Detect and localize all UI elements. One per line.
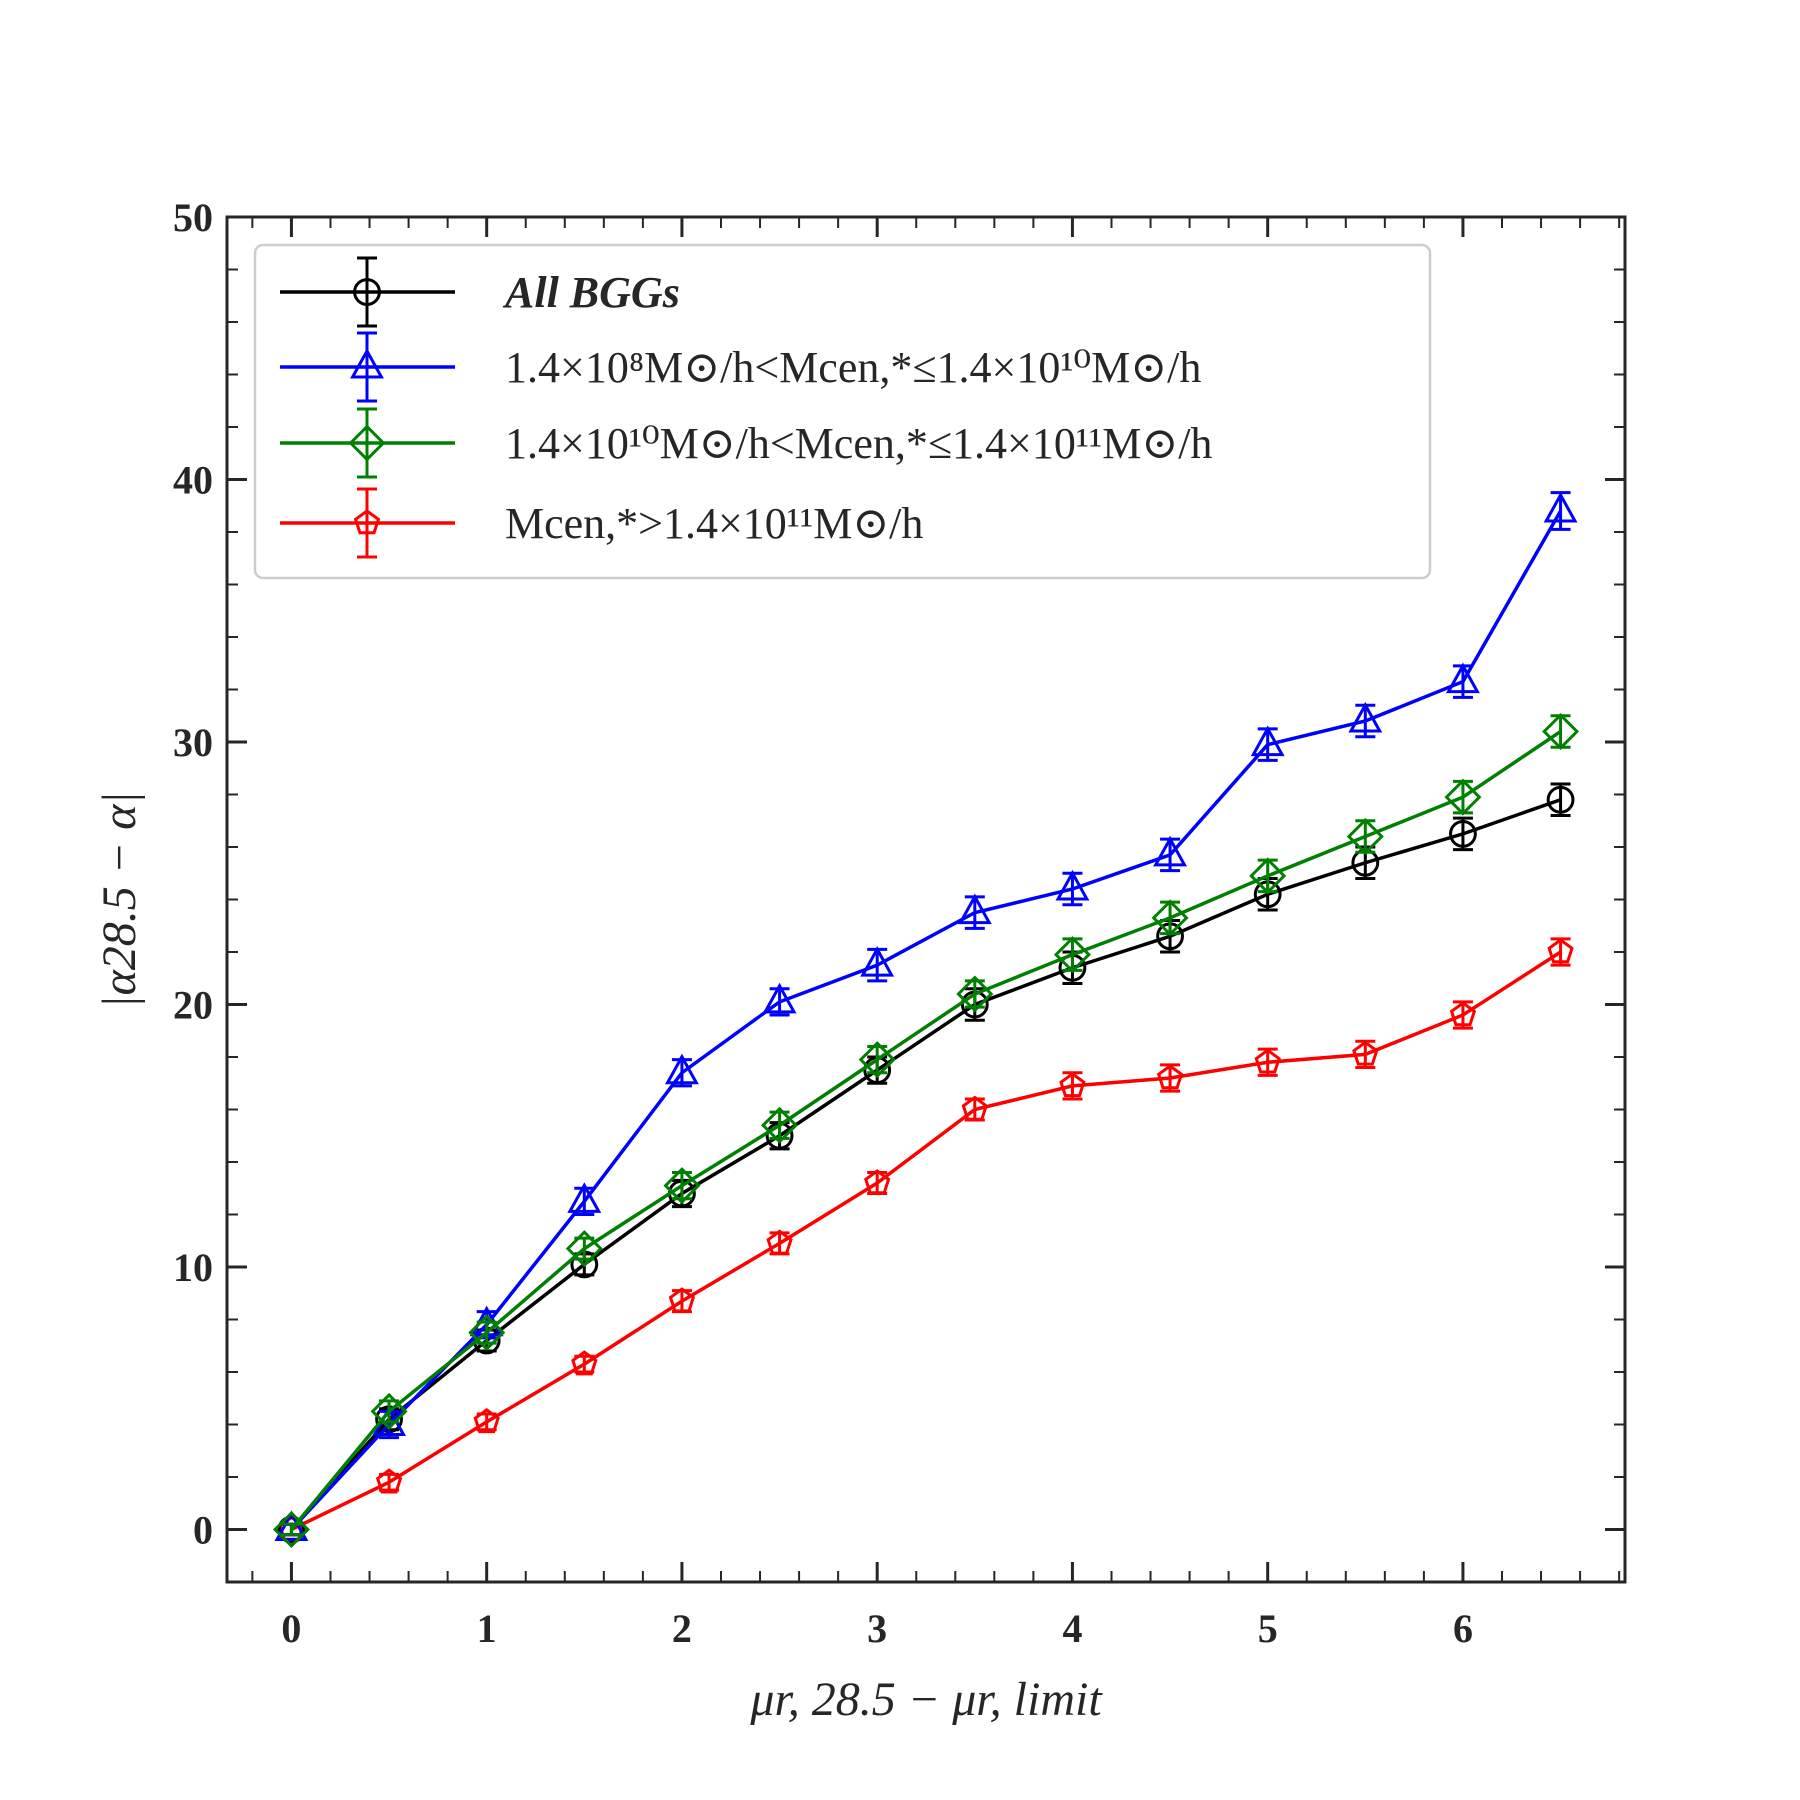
y-tick-label: 40 — [173, 458, 213, 503]
data-point — [1352, 1040, 1379, 1066]
data-point — [375, 1468, 403, 1494]
data-point — [1543, 491, 1578, 523]
data-point — [1346, 817, 1384, 856]
data-point — [1444, 778, 1482, 816]
data-point — [1055, 869, 1090, 901]
data-point — [473, 1408, 500, 1434]
series-line — [290, 730, 1562, 1531]
legend-entry: Mcen,*>1.4×10¹¹M⊙/h — [280, 487, 923, 559]
data-point — [468, 1314, 506, 1352]
x-tick-label: 2 — [672, 1606, 692, 1651]
y-tick-label: 30 — [173, 720, 213, 765]
series-diamond — [272, 712, 1580, 1549]
x-tick-label: 1 — [477, 1606, 497, 1651]
legend-marker — [350, 347, 384, 379]
data-point — [1449, 1001, 1477, 1027]
data-point — [864, 1169, 891, 1195]
data-point — [1546, 785, 1575, 814]
data-point — [956, 975, 994, 1013]
data-point — [1151, 899, 1189, 937]
data-point — [1445, 662, 1480, 694]
data-point — [272, 1510, 310, 1549]
legend-entry: 1.4×10⁸M⊙/h<Mcen,*≤1.4×10¹⁰M⊙/h — [280, 331, 1201, 403]
data-point — [668, 1287, 696, 1313]
data-point — [860, 946, 895, 977]
y-tick-label: 10 — [173, 1245, 213, 1290]
legend-label: Mcen,*>1.4×10¹¹M⊙/h — [505, 499, 923, 548]
legend-entries: All BGGs 1.4×10⁸M⊙/h<Mcen,*≤1.4×10¹⁰M⊙/h 1… — [280, 256, 1212, 559]
data-point — [1059, 1072, 1086, 1098]
legend-entry: 1.4×10¹⁰M⊙/h<Mcen,*≤1.4×10¹¹M⊙/h — [280, 407, 1212, 479]
data-point — [761, 1106, 799, 1144]
data-point — [961, 1095, 988, 1121]
data-point — [277, 1515, 306, 1544]
x-tick-label: 3 — [867, 1606, 887, 1651]
x-axis-title: μr, 28.5 − μr, limit — [749, 1673, 1103, 1726]
legend-label: 1.4×10⁸M⊙/h<Mcen,*≤1.4×10¹⁰M⊙/h — [505, 343, 1201, 392]
data-point — [1053, 936, 1091, 974]
data-point — [762, 982, 797, 1014]
legend: All BGGs 1.4×10⁸M⊙/h<Mcen,*≤1.4×10¹⁰M⊙/h 1… — [253, 243, 1432, 580]
data-point — [957, 893, 992, 925]
x-tick-label: 4 — [1062, 1606, 1082, 1651]
data-point — [663, 1167, 701, 1205]
y-axis-title: |α28.5 − α| — [93, 791, 146, 1008]
y-tick-label: 0 — [193, 1508, 213, 1553]
x-tick-label: 0 — [281, 1606, 301, 1651]
data-point — [370, 1392, 408, 1430]
data-point — [565, 1230, 603, 1268]
data-point — [1250, 725, 1285, 757]
legend-label: All BGGs — [502, 268, 680, 317]
data-point — [1156, 1064, 1184, 1090]
data-point — [1348, 701, 1383, 733]
data-point — [1153, 835, 1188, 867]
series-line — [290, 798, 1562, 1531]
legend-marker — [353, 278, 381, 306]
series-triangle — [274, 491, 1578, 1541]
data-point — [1542, 712, 1580, 751]
data-point — [858, 1041, 896, 1079]
x-tick-label: 5 — [1258, 1606, 1278, 1651]
legend-frame — [253, 243, 1432, 580]
data-point — [1449, 819, 1477, 848]
y-tick-label: 20 — [173, 983, 213, 1028]
data-point — [567, 1182, 602, 1213]
legend-label: 1.4×10¹⁰M⊙/h<Mcen,*≤1.4×10¹¹M⊙/h — [505, 419, 1212, 468]
series-line — [290, 950, 1562, 1532]
data-point — [1547, 938, 1574, 964]
data-point — [274, 1510, 309, 1541]
series-layer — [272, 491, 1580, 1549]
data-point — [571, 1350, 598, 1376]
legend-marker — [348, 424, 386, 462]
data-point — [766, 1229, 793, 1255]
legend-entry: All BGGs — [280, 256, 680, 328]
ticks-layer: 0 1 2 3 4 5 6 0 10 20 30 40 50 — [173, 195, 1625, 1651]
series-line — [290, 510, 1563, 1531]
y-tick-label: 50 — [173, 195, 213, 240]
data-point — [1249, 857, 1287, 895]
data-point — [664, 1053, 699, 1085]
legend-marker — [353, 509, 381, 535]
data-point — [1254, 1048, 1281, 1074]
series-pentagon — [278, 937, 1574, 1541]
x-tick-label: 6 — [1453, 1606, 1473, 1651]
